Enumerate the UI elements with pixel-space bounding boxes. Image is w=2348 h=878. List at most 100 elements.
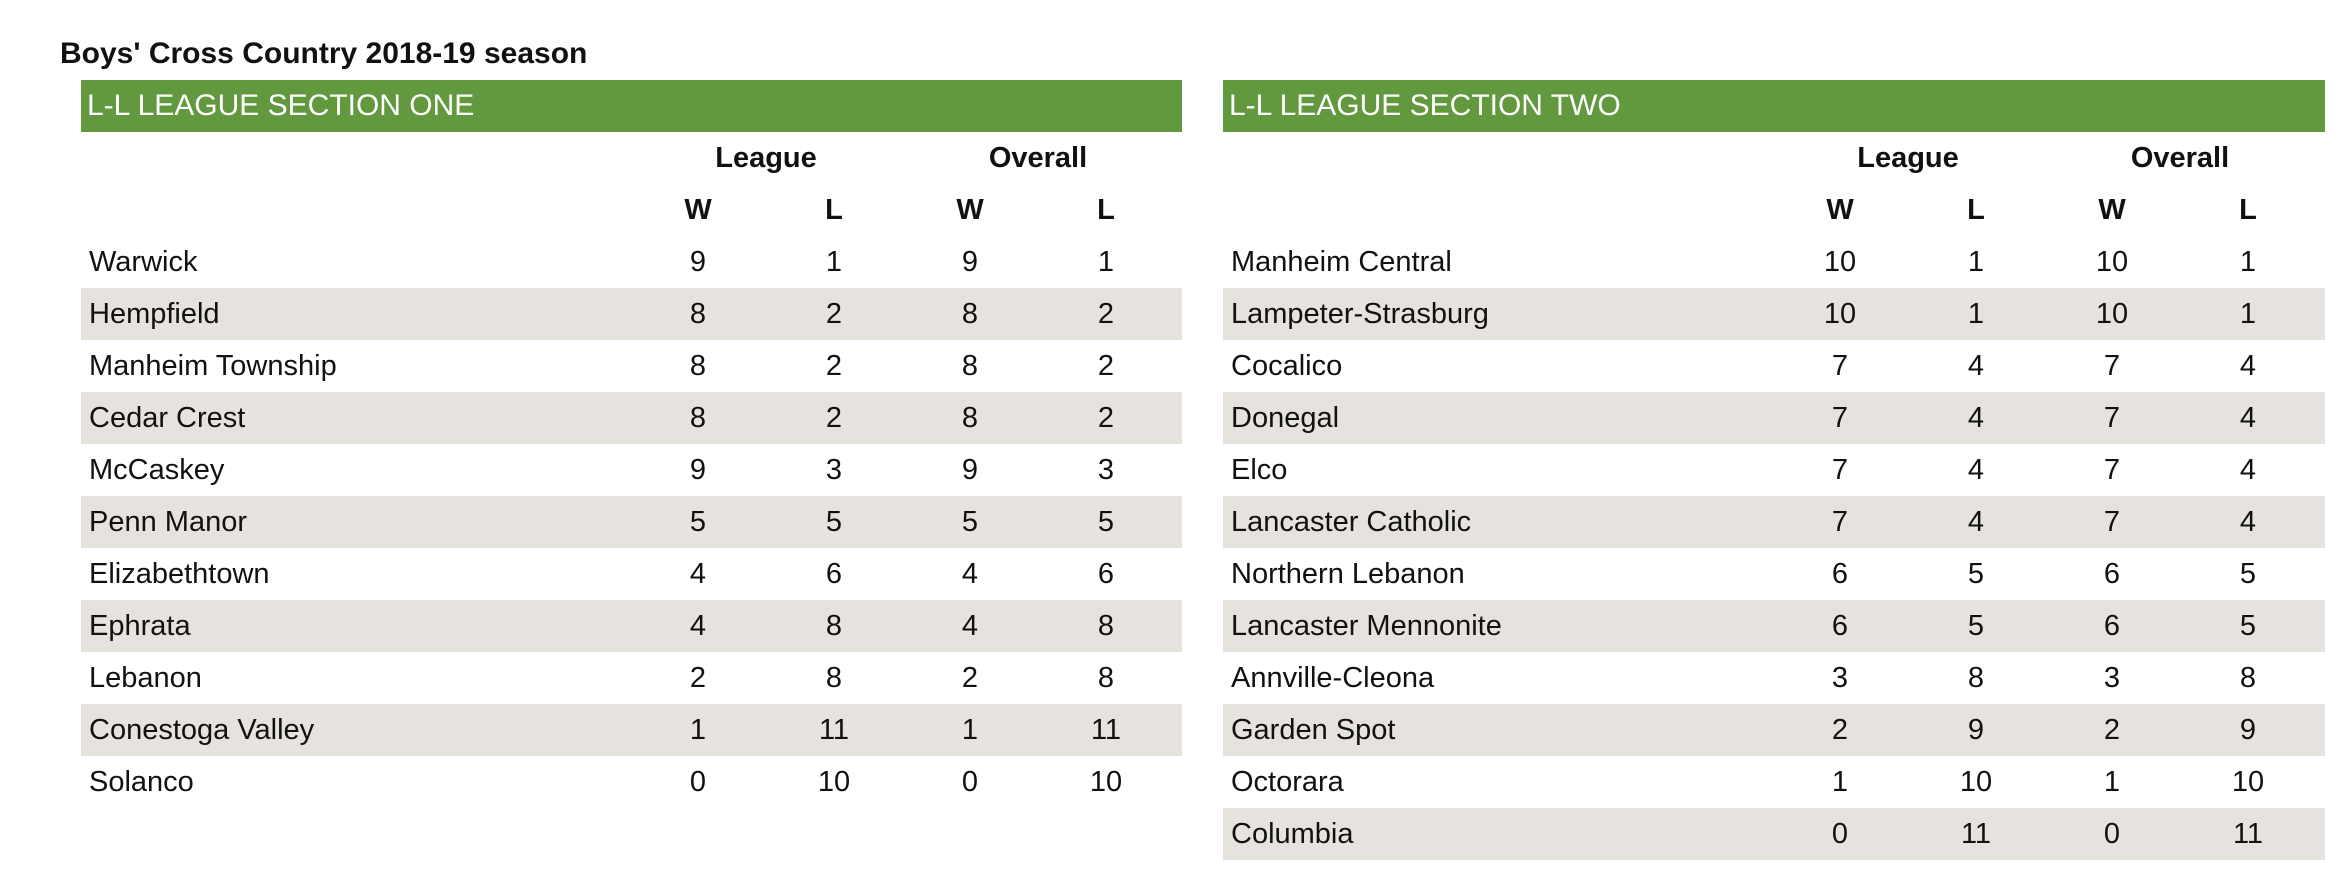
league-losses-cell: 2 — [825, 402, 843, 434]
league-losses-cell: 4 — [1967, 454, 1985, 486]
league-losses-cell: 3 — [825, 454, 843, 486]
section-header: L-L LEAGUE SECTION ONE — [81, 80, 1182, 132]
overall-wins-cell: 5 — [961, 506, 979, 538]
league-wins-cell: 4 — [689, 610, 707, 642]
league-group-label: League — [715, 142, 817, 174]
league-wins-cell: 9 — [689, 454, 707, 486]
league-wins-cell: 6 — [1831, 610, 1849, 642]
league-losses-cell: 2 — [825, 350, 843, 382]
overall-wins-cell: 8 — [961, 402, 979, 434]
section-one-table: L-L LEAGUE SECTION ONE League Overall W … — [81, 80, 1182, 808]
league-wins-cell: 7 — [1831, 506, 1849, 538]
overall-wins-cell: 7 — [2103, 454, 2121, 486]
league-losses-cell: 11 — [1960, 818, 1992, 850]
overall-losses-cell: 4 — [2239, 506, 2257, 538]
overall-wins-label: W — [956, 194, 984, 226]
overall-losses-cell: 11 — [2232, 818, 2264, 850]
overall-wins-cell: 7 — [2103, 350, 2121, 382]
team-rows: Warwick 9 1 9 1 Hempfield 8 2 8 2 Manheim Township… — [81, 236, 1182, 808]
overall-wins-cell: 1 — [961, 714, 979, 746]
table-row: Columbia 0 11 0 11 — [1223, 808, 2325, 860]
overall-wins-label: W — [2098, 194, 2126, 226]
column-labels: W L W L — [1223, 184, 2325, 236]
table-row: Elco 7 4 7 4 — [1223, 444, 2325, 496]
overall-losses-label: L — [2239, 194, 2257, 226]
team-name: Annville-Cleona — [1231, 662, 1435, 694]
league-wins-cell: 2 — [1831, 714, 1849, 746]
overall-losses-cell: 10 — [2231, 766, 2265, 798]
overall-losses-cell: 10 — [1089, 766, 1123, 798]
overall-wins-cell: 9 — [961, 246, 979, 278]
league-losses-cell: 8 — [1967, 662, 1985, 694]
table-row: Annville-Cleona 3 8 3 8 — [1223, 652, 2325, 704]
overall-losses-cell: 6 — [1097, 558, 1115, 590]
league-wins-cell: 9 — [689, 246, 707, 278]
league-wins-cell: 1 — [689, 714, 707, 746]
league-wins-label: W — [684, 194, 712, 226]
league-losses-cell: 10 — [817, 766, 851, 798]
table-row: McCaskey 9 3 9 3 — [81, 444, 1182, 496]
column-group-headers: League Overall — [1223, 132, 2325, 184]
section-header: L-L LEAGUE SECTION TWO — [1223, 80, 2325, 132]
league-wins-cell: 7 — [1831, 350, 1849, 382]
team-name: Octorara — [1231, 766, 1344, 798]
overall-wins-cell: 2 — [2103, 714, 2121, 746]
team-name: Cedar Crest — [89, 402, 246, 434]
table-row: Garden Spot 2 9 2 9 — [1223, 704, 2325, 756]
team-name: Lebanon — [89, 662, 202, 694]
league-losses-cell: 6 — [825, 558, 843, 590]
team-name: Northern Lebanon — [1231, 558, 1465, 590]
league-losses-label: L — [825, 194, 843, 226]
league-wins-cell: 1 — [1831, 766, 1849, 798]
page-title: Boys' Cross Country 2018-19 season — [60, 37, 588, 70]
team-name: McCaskey — [89, 454, 225, 486]
team-name: Conestoga Valley — [89, 714, 315, 746]
team-name: Elco — [1231, 454, 1288, 486]
table-row: Manheim Township 8 2 8 2 — [81, 340, 1182, 392]
overall-wins-cell: 4 — [961, 610, 979, 642]
table-row: Manheim Central 10 1 10 1 — [1223, 236, 2325, 288]
overall-wins-cell: 0 — [961, 766, 979, 798]
league-losses-cell: 4 — [1967, 350, 1985, 382]
team-name: Ephrata — [89, 610, 191, 642]
league-losses-cell: 5 — [1967, 610, 1985, 642]
overall-losses-cell: 4 — [2239, 454, 2257, 486]
league-losses-cell: 2 — [825, 298, 843, 330]
team-name: Manheim Township — [89, 350, 337, 382]
overall-wins-cell: 7 — [2103, 402, 2121, 434]
league-wins-label: W — [1826, 194, 1854, 226]
league-wins-cell: 10 — [1823, 298, 1857, 330]
league-wins-cell: 8 — [689, 350, 707, 382]
league-losses-cell: 4 — [1967, 402, 1985, 434]
league-group-label: League — [1857, 142, 1959, 174]
section-two-table: L-L LEAGUE SECTION TWO League Overall W … — [1223, 80, 2325, 860]
league-losses-cell: 8 — [825, 662, 843, 694]
overall-losses-cell: 1 — [2239, 298, 2257, 330]
league-wins-cell: 0 — [689, 766, 707, 798]
table-row: Lancaster Mennonite 6 5 6 5 — [1223, 600, 2325, 652]
table-row: Ephrata 4 8 4 8 — [81, 600, 1182, 652]
table-row: Lebanon 2 8 2 8 — [81, 652, 1182, 704]
team-name: Cocalico — [1231, 350, 1343, 382]
league-losses-cell: 9 — [1967, 714, 1985, 746]
league-losses-cell: 8 — [825, 610, 843, 642]
league-wins-cell: 4 — [689, 558, 707, 590]
overall-losses-label: L — [1097, 194, 1115, 226]
overall-wins-cell: 8 — [961, 298, 979, 330]
overall-losses-cell: 5 — [2239, 558, 2257, 590]
overall-losses-cell: 2 — [1097, 350, 1115, 382]
team-name: Elizabethtown — [89, 558, 270, 590]
overall-losses-cell: 11 — [1090, 714, 1122, 746]
overall-wins-cell: 8 — [961, 350, 979, 382]
table-row: Warwick 9 1 9 1 — [81, 236, 1182, 288]
overall-losses-cell: 4 — [2239, 402, 2257, 434]
team-rows: Manheim Central 10 1 10 1 Lampeter-Strasburg 1… — [1223, 236, 2325, 860]
table-row: Lancaster Catholic 7 4 7 4 — [1223, 496, 2325, 548]
league-losses-cell: 10 — [1959, 766, 1993, 798]
overall-wins-cell: 3 — [2103, 662, 2121, 694]
overall-losses-cell: 1 — [1097, 246, 1115, 278]
league-wins-cell: 6 — [1831, 558, 1849, 590]
league-losses-cell: 11 — [818, 714, 850, 746]
overall-losses-cell: 5 — [1097, 506, 1115, 538]
team-name: Lancaster Mennonite — [1231, 610, 1502, 642]
